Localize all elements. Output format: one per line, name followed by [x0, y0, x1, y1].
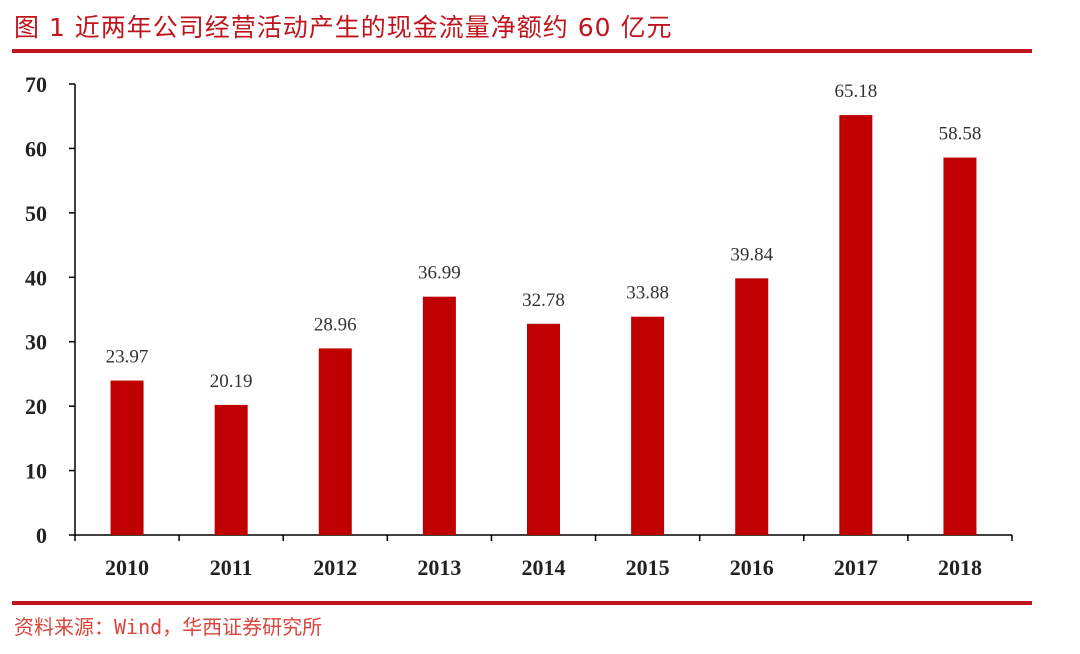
x-tick-label-2018: 2018 — [938, 555, 982, 580]
bar-2013 — [422, 296, 456, 535]
footer-divider — [12, 601, 1032, 605]
x-tick-label-2016: 2016 — [730, 555, 774, 580]
data-label-2015: 33.88 — [626, 283, 669, 304]
bar-2011 — [214, 404, 248, 535]
y-tick-label: 60 — [25, 136, 47, 161]
bar-2014 — [527, 323, 560, 535]
x-tick-label-2011: 2011 — [210, 555, 253, 580]
data-label-2014: 32.78 — [522, 290, 565, 311]
y-tick-label: 10 — [25, 459, 47, 484]
title-divider — [12, 49, 1032, 53]
bar-2012 — [318, 348, 352, 535]
source-note: 资料来源：Wind，华西证券研究所 — [14, 615, 323, 639]
x-tick-label-2017: 2017 — [834, 555, 878, 580]
y-tick-label: 20 — [25, 394, 47, 419]
data-label-2017: 65.18 — [834, 81, 877, 102]
x-tick-label-2014: 2014 — [522, 555, 566, 580]
chart-title: 图 1 近两年公司经营活动产生的现金流量净额约 60 亿元 — [14, 13, 673, 42]
y-tick-label: 30 — [25, 330, 47, 355]
x-tick-label-2015: 2015 — [626, 555, 670, 580]
x-tick-label-2012: 2012 — [313, 555, 357, 580]
x-tick-label-2013: 2013 — [417, 555, 461, 580]
y-tick-label: 50 — [25, 201, 47, 226]
y-tick-label: 40 — [25, 265, 47, 290]
data-label-2018: 58.58 — [939, 124, 982, 145]
bar-2010 — [110, 380, 144, 535]
data-label-2010: 23.97 — [106, 347, 149, 368]
bar-2017 — [839, 115, 873, 536]
x-tick-label-2010: 2010 — [105, 555, 149, 580]
bar-2018 — [943, 157, 977, 535]
data-label-2012: 28.96 — [314, 314, 357, 335]
y-tick-label: 70 — [25, 72, 47, 97]
data-label-2016: 39.84 — [730, 244, 773, 265]
data-label-2011: 20.19 — [210, 371, 253, 392]
bar-2016 — [735, 278, 769, 535]
data-label-2013: 36.99 — [418, 263, 461, 284]
y-tick-label: 0 — [36, 523, 47, 548]
bar-2015 — [631, 316, 665, 535]
